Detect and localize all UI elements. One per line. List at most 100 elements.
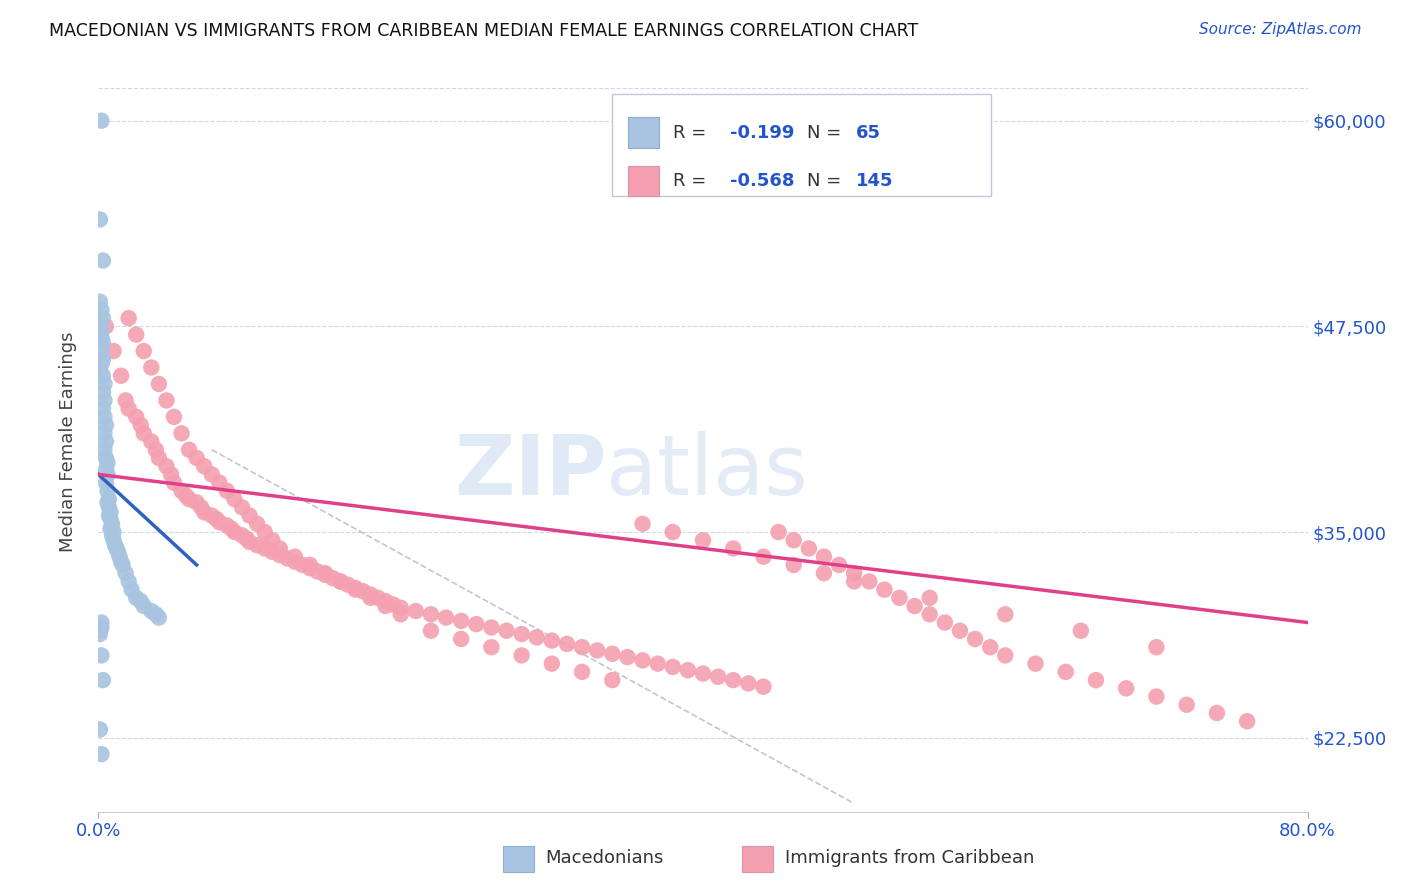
Point (510, 627, 533, 641)
Point (125, 327, 148, 342)
Text: Source: ZipAtlas.com: Source: ZipAtlas.com (1198, 22, 1361, 37)
Point (100, 522, 122, 536)
Point (111, 558, 134, 572)
Point (246, 538, 269, 552)
Point (170, 483, 193, 498)
Point (246, 516, 269, 531)
Point (141, 604, 163, 618)
Point (90, 615, 112, 630)
Point (495, 624, 517, 638)
Point (420, 607, 443, 622)
Point (174, 489, 197, 503)
Point (284, 549, 307, 564)
Point (90, 357, 112, 371)
Point (276, 551, 298, 566)
Point (101, 516, 124, 531)
Point (844, 574, 866, 589)
Text: Macedonians: Macedonians (546, 849, 664, 867)
Point (873, 582, 896, 597)
Point (1144, 640, 1167, 655)
Point (186, 495, 208, 509)
Point (994, 607, 1017, 622)
Point (1054, 665, 1077, 679)
Point (193, 459, 215, 474)
Point (129, 418, 152, 433)
Point (121, 582, 143, 597)
Point (163, 409, 186, 424)
Point (768, 524, 790, 539)
Point (89, 364, 111, 378)
Point (94, 462, 117, 476)
Point (571, 665, 593, 679)
Point (105, 541, 128, 556)
Point (94, 418, 117, 433)
Point (91, 352, 114, 367)
Point (510, 648, 533, 663)
Point (114, 393, 136, 408)
Point (100, 512, 122, 526)
Point (676, 663, 699, 677)
Point (94, 475, 117, 490)
Point (155, 459, 177, 474)
Point (1024, 657, 1046, 671)
Point (707, 670, 730, 684)
Point (93, 442, 115, 457)
Point (918, 591, 941, 605)
Point (89, 327, 111, 342)
Point (602, 647, 624, 661)
Point (450, 632, 472, 646)
Point (118, 401, 141, 416)
Text: 65: 65 (856, 124, 882, 142)
Point (160, 467, 183, 482)
Point (314, 567, 336, 582)
Point (89, 319, 111, 334)
Point (90, 344, 112, 359)
Point (125, 409, 148, 424)
Point (145, 442, 167, 457)
Point (93, 409, 115, 424)
Point (118, 574, 141, 589)
Point (186, 450, 208, 465)
Point (797, 541, 820, 556)
Point (98, 508, 121, 523)
Point (89, 723, 111, 737)
Text: ZIP: ZIP (454, 431, 606, 512)
Point (91, 401, 114, 416)
Point (555, 637, 578, 651)
Point (322, 571, 344, 585)
Point (692, 533, 714, 548)
Point (783, 558, 806, 572)
Point (692, 666, 714, 681)
Point (253, 541, 276, 556)
Point (1144, 690, 1167, 704)
Point (231, 500, 253, 515)
Text: R =: R = (673, 124, 713, 142)
Point (269, 541, 291, 556)
Point (179, 492, 201, 507)
Point (329, 574, 352, 589)
Point (193, 505, 215, 519)
Point (94, 434, 117, 449)
Point (239, 535, 262, 549)
Point (344, 581, 367, 595)
Point (148, 450, 170, 465)
Text: 145: 145 (856, 172, 894, 190)
Point (141, 360, 163, 375)
Text: N =: N = (807, 172, 846, 190)
Point (110, 368, 132, 383)
Point (125, 591, 148, 605)
Point (215, 518, 238, 533)
Point (118, 311, 141, 326)
Point (329, 574, 352, 589)
Point (661, 660, 683, 674)
Point (314, 566, 336, 581)
Point (208, 515, 231, 529)
Text: atlas: atlas (606, 431, 808, 512)
Point (904, 599, 927, 613)
Point (586, 643, 609, 657)
Point (221, 522, 243, 536)
Point (132, 344, 155, 359)
Point (420, 624, 443, 638)
Point (382, 598, 405, 612)
Point (783, 533, 806, 548)
